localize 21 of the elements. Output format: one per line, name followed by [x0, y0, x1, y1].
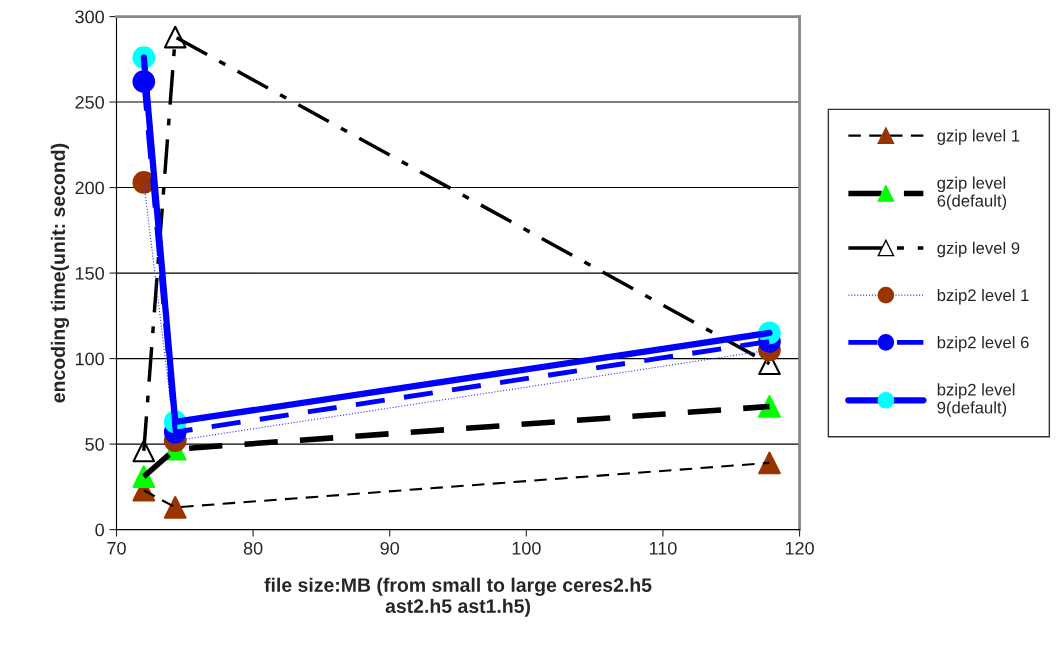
x-tick-label: 70	[107, 541, 126, 555]
legend-label: gzip level 6(default)	[937, 176, 1007, 211]
y-tick-label: 250	[75, 95, 104, 109]
x-tick-label: 90	[380, 541, 400, 555]
x-tick-label: 120	[785, 541, 814, 555]
x-tick-label: 100	[512, 541, 541, 555]
x-axis-title: file size:MB (from small to large ceres2.h5 ast2.h5 ast1.h5)	[264, 577, 652, 617]
x-tick-label: 80	[243, 541, 263, 555]
legend-label: gzip level 9	[937, 241, 1020, 258]
y-tick-label: 50	[85, 438, 104, 451]
y-tick-label: 150	[75, 267, 104, 280]
y-tick-label: 100	[75, 352, 104, 366]
x-tick-label: 110	[649, 541, 677, 555]
y-tick-label: 0	[95, 523, 104, 537]
legend-label: gzip level 1	[937, 129, 1020, 145]
y-axis-title: encoding time(unit: second)	[50, 143, 70, 403]
y-tick-label: 300	[75, 10, 104, 24]
legend-label: bzip2 level 6	[937, 336, 1029, 352]
legend-label: bzip2 level 9(default)	[937, 383, 1015, 417]
y-tick-label: 200	[75, 181, 104, 195]
legend-label: bzip2 level 1	[937, 288, 1029, 305]
